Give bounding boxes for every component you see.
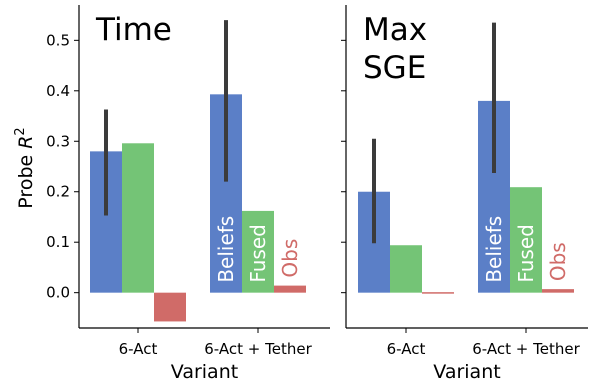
bar-label-beliefs: Beliefs bbox=[214, 216, 238, 283]
bar-obs-2 bbox=[542, 289, 574, 293]
y-axis-label-text: Probe bbox=[15, 149, 37, 209]
bar-fused-2 bbox=[242, 210, 274, 293]
bar-obs-2 bbox=[274, 285, 306, 293]
y-tick-label: 0.1 bbox=[46, 233, 70, 251]
x-axis-label: Variant bbox=[433, 361, 500, 383]
y-axis-label-var: R bbox=[15, 136, 37, 149]
x-tick-label: 6-Act + Tether bbox=[204, 340, 312, 358]
y-tick-label: 0.2 bbox=[46, 183, 70, 201]
y-tick-label: 0.3 bbox=[46, 132, 70, 150]
bar-label-fused: Fused bbox=[246, 224, 270, 283]
y-tick-label: 0.5 bbox=[46, 31, 70, 49]
bar-fused-2 bbox=[510, 187, 542, 293]
y-tick-label: 0.0 bbox=[46, 284, 70, 302]
bar-obs-1 bbox=[154, 292, 186, 322]
x-tick-label: 6-Act + Tether bbox=[472, 340, 580, 358]
x-axis-label: Variant bbox=[171, 361, 238, 383]
bar-label-fused: Fused bbox=[514, 224, 538, 283]
panel-2: 6-Act Beliefs Fused Obs 6-Act + Tether Varian… bbox=[341, 5, 588, 383]
panel-title: SGE bbox=[363, 50, 426, 86]
bar-label-obs: Obs bbox=[278, 239, 302, 278]
y-tick-label: 0.4 bbox=[46, 82, 70, 100]
bar-label-obs: Obs bbox=[546, 242, 570, 281]
x-tick-label: 6-Act bbox=[387, 340, 426, 358]
y-axis-label: Probe R2 bbox=[13, 127, 37, 208]
panel-title: Time bbox=[95, 12, 172, 48]
panel-1: 6-Act Beliefs Fused Obs 6-Act + Tether 0.0 0.1… bbox=[46, 5, 330, 383]
bar-obs-1 bbox=[422, 292, 454, 294]
y-axis-label-sup: 2 bbox=[13, 127, 28, 135]
bar-label-beliefs: Beliefs bbox=[482, 216, 506, 283]
x-tick-label: 6-Act bbox=[119, 340, 158, 358]
bar-fused-1 bbox=[390, 245, 422, 293]
panel-title: Max bbox=[363, 12, 427, 48]
bar-fused-1 bbox=[122, 143, 154, 293]
